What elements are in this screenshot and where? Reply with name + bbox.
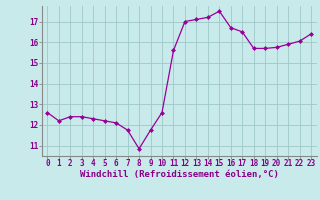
X-axis label: Windchill (Refroidissement éolien,°C): Windchill (Refroidissement éolien,°C)	[80, 170, 279, 179]
